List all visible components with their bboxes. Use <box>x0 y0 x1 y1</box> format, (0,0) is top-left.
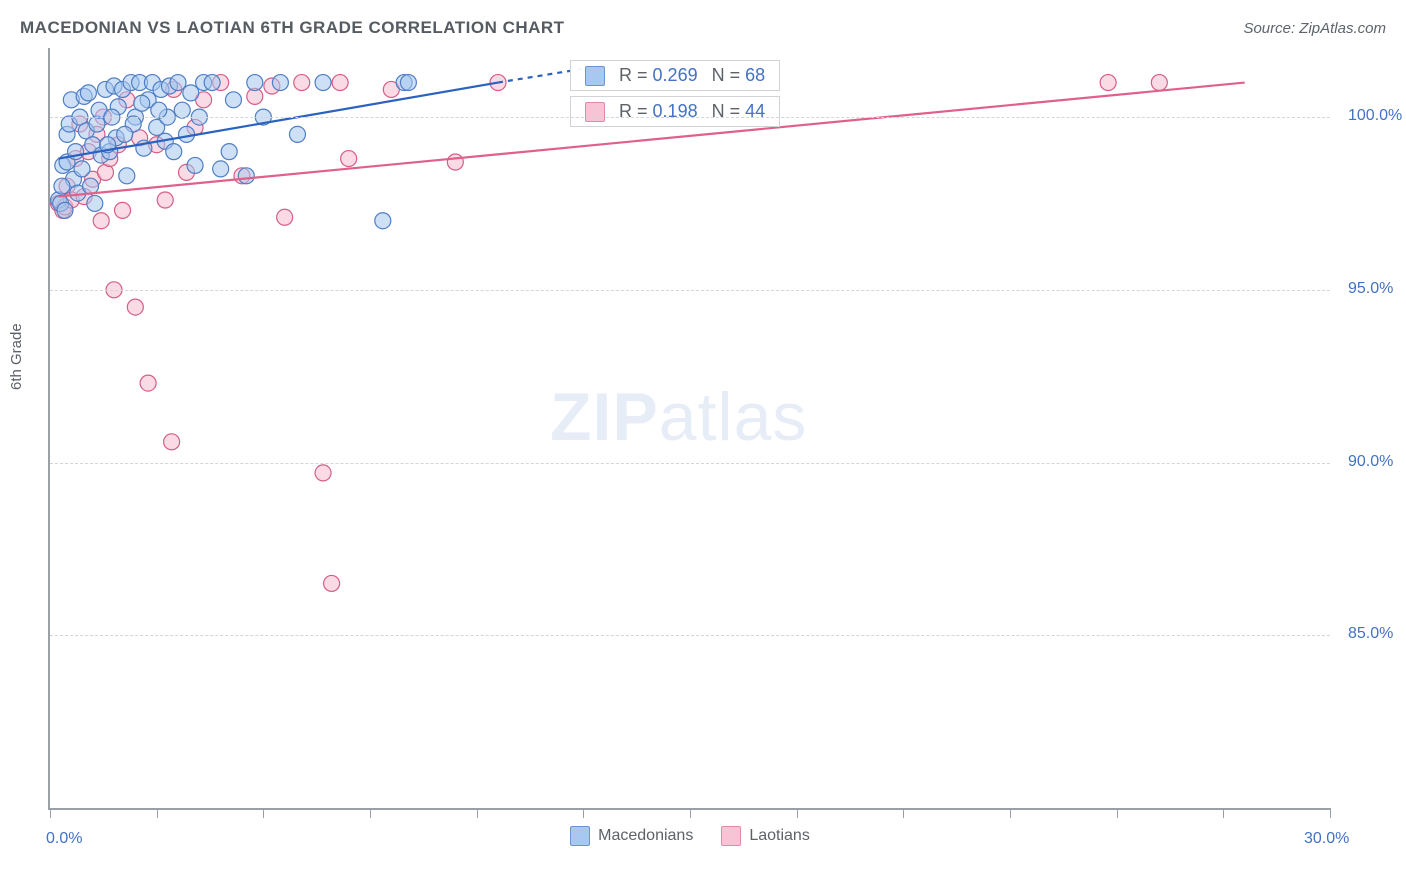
x-tick-label: 30.0% <box>1304 830 1349 848</box>
stats-box-series-1: R = 0.269 N = 68 <box>570 60 780 91</box>
legend-swatch-icon <box>721 826 741 846</box>
scatter-svg <box>50 48 1330 808</box>
legend: Macedonians Laotians <box>50 826 1330 846</box>
legend-swatch-icon <box>585 102 605 122</box>
chart-plot-area: ZIPatlas R = 0.269 N = 68 R = 0.198 N = … <box>48 48 1330 810</box>
y-tick-label: 100.0% <box>1348 107 1402 125</box>
chart-source: Source: ZipAtlas.com <box>1243 20 1386 37</box>
legend-item-1: Macedonians <box>570 826 693 846</box>
y-tick-label: 85.0% <box>1348 625 1393 643</box>
legend-item-2: Laotians <box>721 826 810 846</box>
legend-swatch-icon <box>585 66 605 86</box>
legend-swatch-icon <box>570 826 590 846</box>
chart-title: MACEDONIAN VS LAOTIAN 6TH GRADE CORRELAT… <box>20 18 565 38</box>
legend-label: Laotians <box>749 827 810 845</box>
y-tick-label: 95.0% <box>1348 280 1393 298</box>
stats-box-series-2: R = 0.198 N = 44 <box>570 96 780 127</box>
x-tick-label: 0.0% <box>46 830 82 848</box>
y-axis-label: 6th Grade <box>8 323 25 390</box>
y-tick-label: 90.0% <box>1348 453 1393 471</box>
legend-label: Macedonians <box>598 827 693 845</box>
